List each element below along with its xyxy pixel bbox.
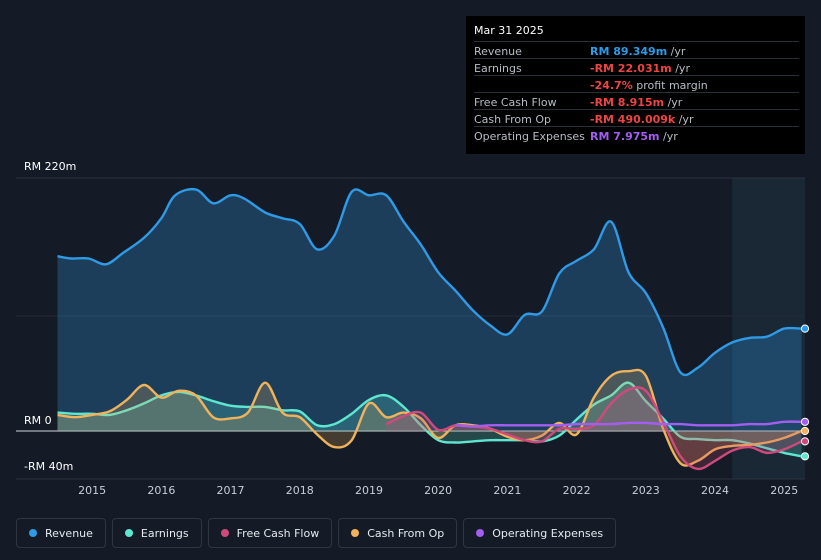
earnings-end-marker: [800, 452, 810, 461]
x-tick-label: 2023: [631, 484, 660, 497]
y-label-bottom: -RM 40m: [24, 460, 74, 473]
series-layer: [57, 187, 810, 471]
tooltip-row-label: Operating Expenses: [474, 130, 585, 143]
legend-label: Earnings: [140, 526, 189, 540]
x-tick-label: 2020: [424, 484, 453, 497]
legend-label: Cash From Op: [367, 526, 445, 540]
tooltip-row: Earnings -RM 22.031m /yr: [474, 58, 799, 76]
tooltip-row-label: Earnings: [474, 62, 522, 75]
tooltip-value-text: RM 89.349m: [590, 45, 668, 58]
tooltip-value-text: -RM 8.915m: [590, 96, 665, 109]
operating-expenses-line: [455, 420, 802, 428]
cash-from-op-end-marker: [800, 426, 810, 436]
x-tick-label: 2019: [354, 484, 383, 497]
legend-free-cash-flow[interactable]: Free Cash Flow: [207, 518, 333, 548]
tooltip-row: Revenue RM 89.349m /yr: [474, 41, 799, 59]
legend-dot-icon: [124, 529, 133, 537]
x-tick-label: 2021: [493, 484, 522, 497]
tooltip-value-unit: /yr: [675, 113, 694, 126]
x-tick-label: 2016: [147, 484, 176, 497]
tooltip-row: Cash From Op -RM 490.009k /yr: [474, 109, 799, 127]
tooltip-row-value: -RM 22.031m /yr: [590, 62, 690, 75]
tooltip-row-value: -24.7% profit margin: [590, 79, 708, 92]
tooltip-row: Free Cash Flow -RM 8.915m /yr: [474, 92, 799, 110]
y-label-zero: RM 0: [24, 414, 52, 427]
tooltip-date: Mar 31 2025: [474, 24, 544, 37]
revenue-area: [57, 189, 802, 431]
tooltip: Mar 31 2025 Revenue RM 89.349m /yr Earning…: [466, 16, 805, 154]
tooltip-value-text: RM 7.975m: [590, 130, 660, 143]
revenue-line: [57, 187, 802, 377]
revenue-end-marker: [800, 324, 810, 333]
tooltip-value-text: -24.7%: [590, 79, 633, 92]
tooltip-row: Operating Expenses RM 7.975m /yr: [474, 126, 799, 144]
x-tick-label: 2017: [216, 484, 245, 497]
tooltip-value-unit: /yr: [664, 96, 683, 109]
tooltip-value-unit: profit margin: [632, 79, 708, 92]
cash-from-op-line: [57, 368, 802, 467]
legend-operating-expenses[interactable]: Operating Expenses: [463, 518, 617, 548]
legend-dot-icon: [29, 529, 37, 537]
tooltip-row: -24.7% profit margin: [474, 75, 799, 93]
legend-label: Free Cash Flow: [236, 526, 320, 540]
tooltip-value-text: -RM 490.009k: [590, 113, 676, 126]
legend-dot-icon: [351, 529, 360, 537]
legend-dot-icon: [476, 529, 485, 537]
free-cash-flow-end-marker: [800, 437, 810, 446]
tooltip-value-unit: /yr: [671, 62, 690, 75]
tooltip-row-value: RM 7.975m /yr: [590, 130, 678, 143]
legend-revenue[interactable]: Revenue: [16, 518, 106, 548]
legend-label: Operating Expenses: [492, 526, 604, 540]
operating-expenses-end-marker: [800, 417, 810, 426]
tooltip-row-value: -RM 8.915m /yr: [590, 96, 682, 109]
legend-dot-icon: [220, 529, 229, 537]
x-tick-label: 2024: [701, 484, 730, 497]
tooltip-value-unit: /yr: [667, 45, 686, 58]
tooltip-row-label: Cash From Op: [474, 113, 552, 126]
legend-label: Revenue: [45, 526, 93, 540]
x-tick-label: 2022: [562, 484, 591, 497]
cash-from-op-area: [57, 369, 802, 466]
tooltip-row-value: RM 89.349m /yr: [590, 45, 685, 58]
tooltip-row-label: Free Cash Flow: [474, 96, 557, 109]
legend-cash-from-op[interactable]: Cash From Op: [338, 518, 458, 548]
free-cash-flow-area: [386, 387, 802, 469]
earnings-area: [57, 382, 802, 457]
legend: Revenue Earnings Free Cash Flow Cash From O…: [16, 518, 617, 548]
tooltip-value-unit: /yr: [659, 130, 678, 143]
tooltip-value-text: -RM 22.031m: [590, 62, 672, 75]
y-label-top: RM 220m: [24, 160, 77, 173]
x-tick-label: 2018: [285, 484, 314, 497]
legend-earnings[interactable]: Earnings: [111, 518, 202, 548]
tooltip-row-value: -RM 490.009k /yr: [590, 113, 693, 126]
x-tick-label: 2025: [770, 484, 799, 497]
earnings-line: [57, 381, 802, 458]
x-tick-label: 2015: [78, 484, 107, 497]
tooltip-row-label: Revenue: [474, 45, 522, 58]
